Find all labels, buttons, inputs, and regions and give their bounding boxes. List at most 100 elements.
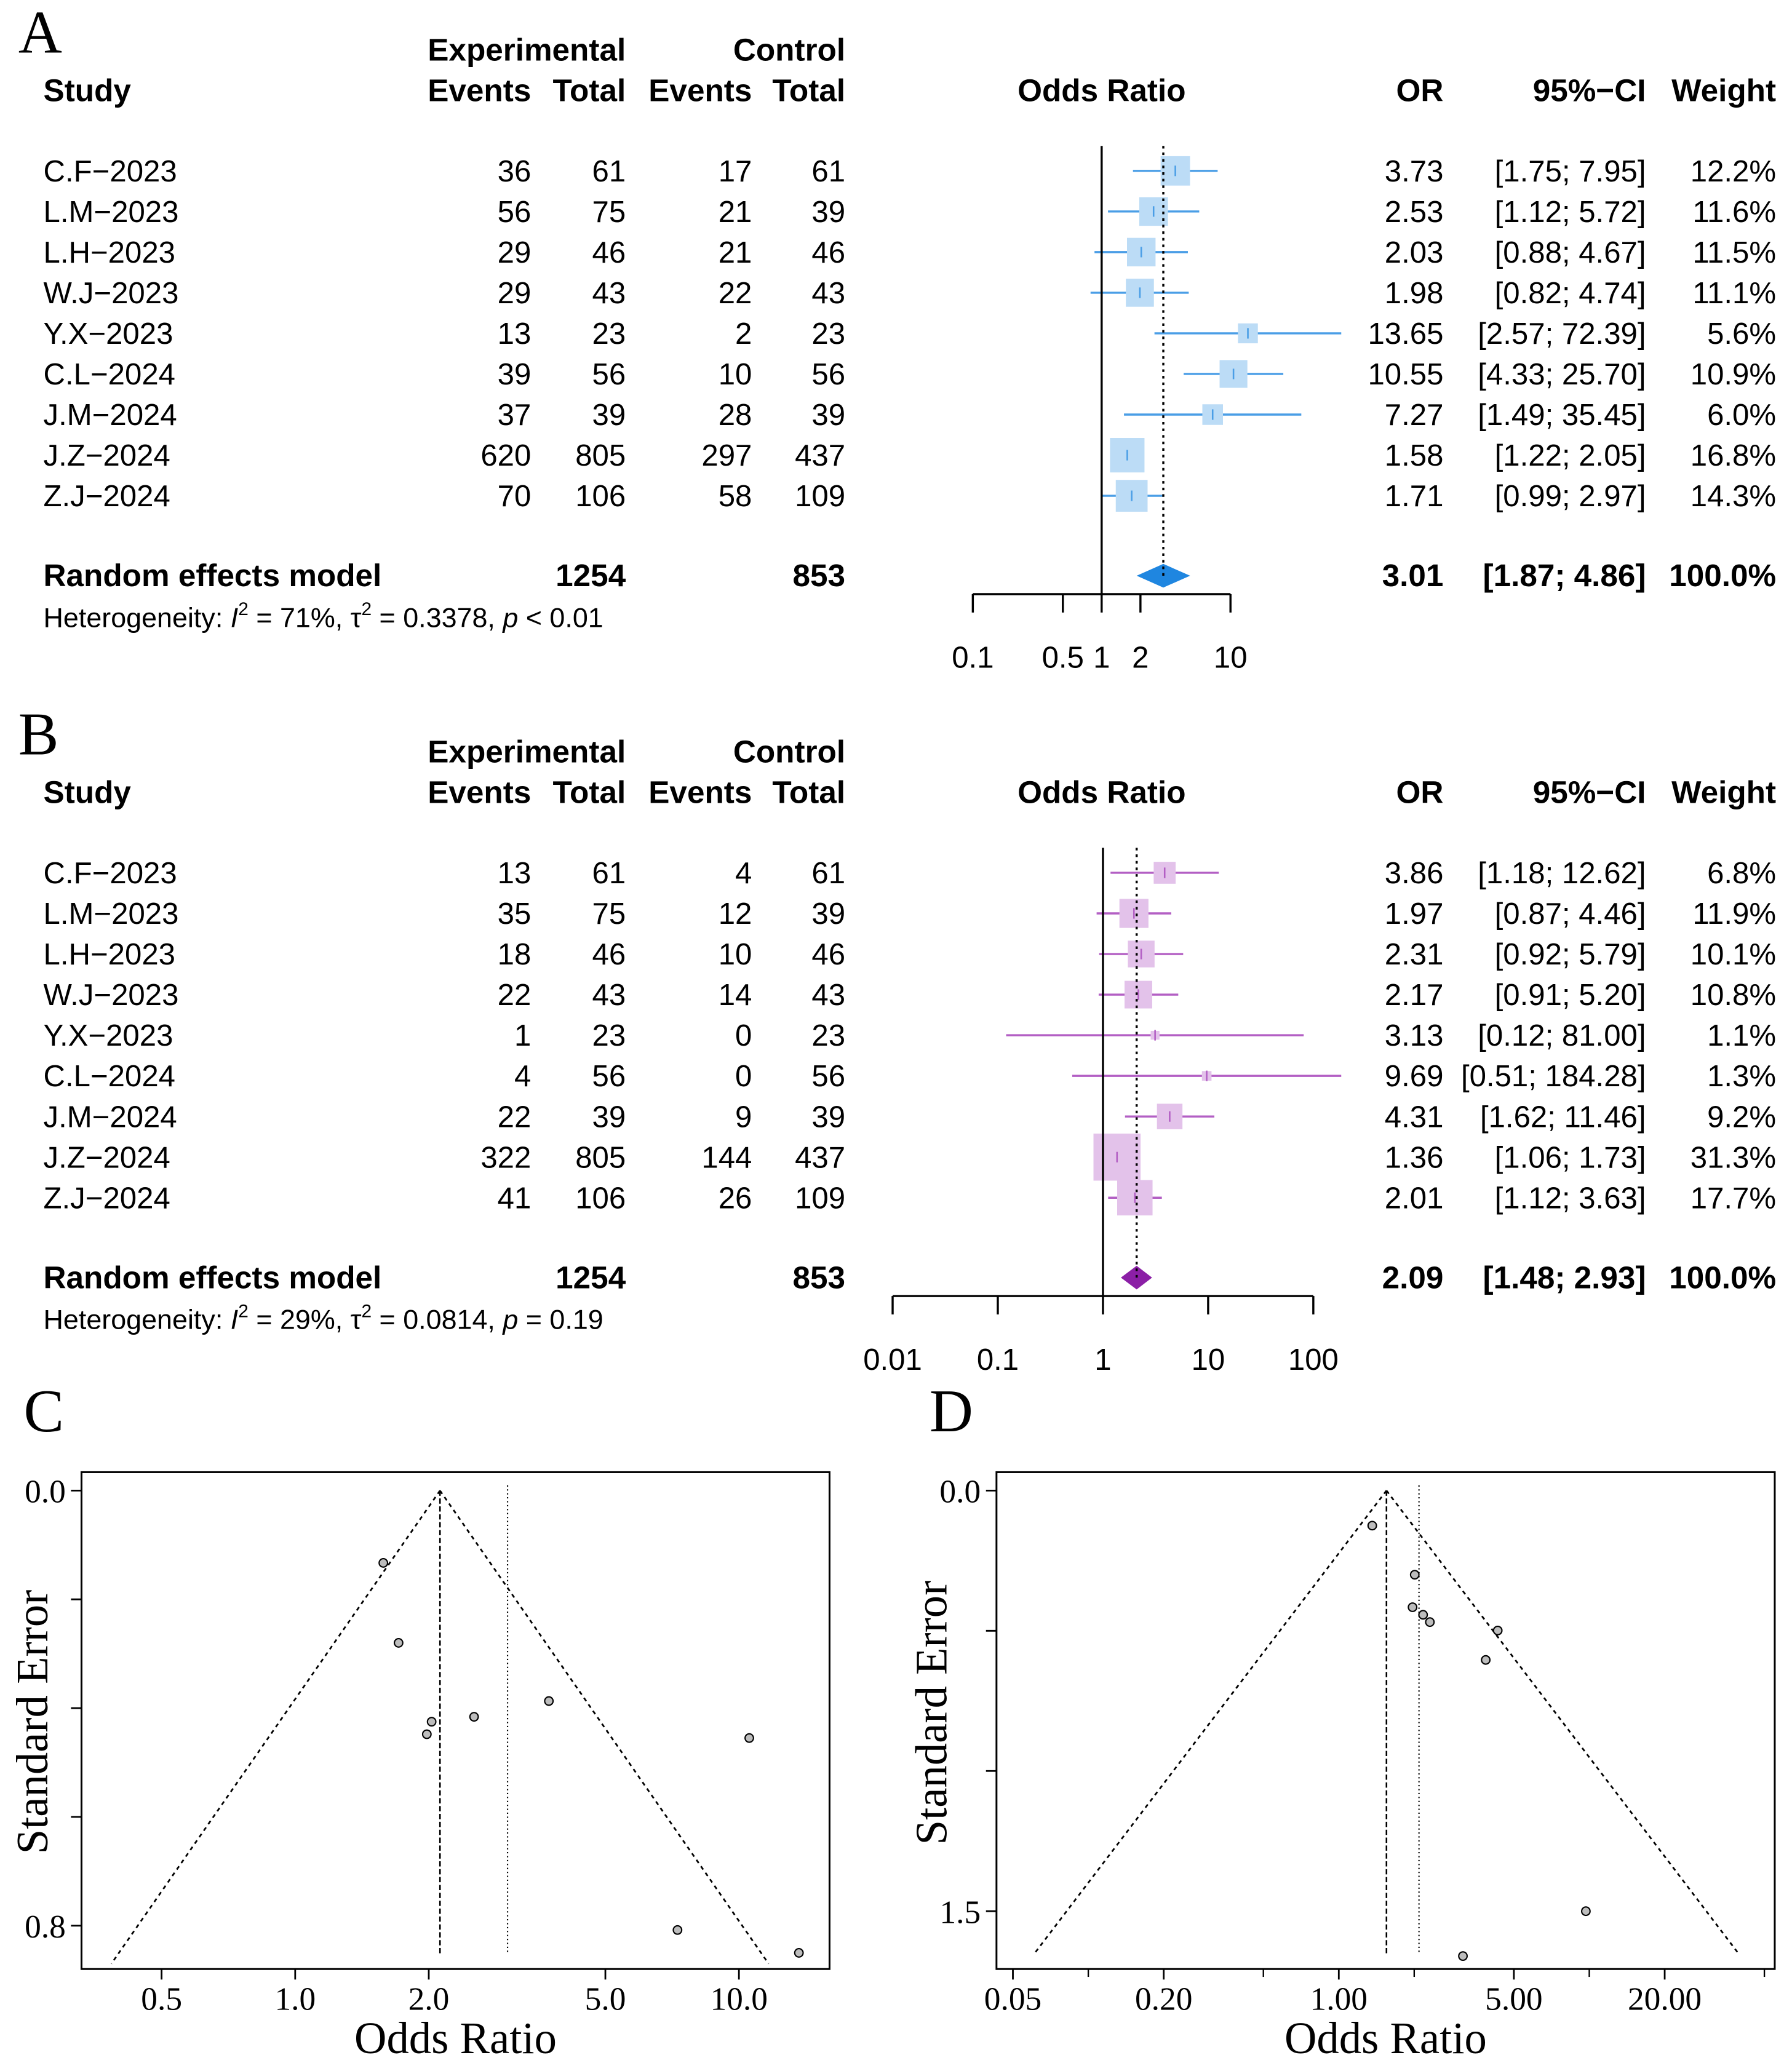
experimental-total: 56 <box>592 1060 626 1093</box>
study-ci: [1.06; 1.73] <box>1495 1141 1646 1174</box>
heterogeneity-p-val: < 0.01 <box>518 602 603 633</box>
header-odds-ratio: Odds Ratio <box>1017 73 1185 108</box>
study-ci: [0.99; 2.97] <box>1495 480 1646 513</box>
study-name: W.J−2023 <box>44 979 179 1012</box>
experimental-total: 46 <box>592 236 626 269</box>
study-name: W.J−2023 <box>44 277 179 310</box>
x-tick-label: 5.0 <box>585 1980 626 2017</box>
heterogeneity-tau-sup: 2 <box>361 599 372 619</box>
control-events: 12 <box>719 897 752 931</box>
y-tick-label: 0.0 <box>25 1473 66 1510</box>
plot-frame <box>80 1471 830 1970</box>
experimental-total: 805 <box>575 439 626 472</box>
experimental-events: 70 <box>498 480 532 513</box>
heterogeneity-text: Heterogeneity: I2 = 29%, τ2 = 0.0814, p … <box>44 1301 603 1335</box>
study-or: 1.97 <box>1385 897 1444 931</box>
header-total: Total <box>772 73 845 108</box>
control-total: 61 <box>811 155 845 188</box>
study-or: 3.86 <box>1385 857 1444 890</box>
header-ci: 95%−CI <box>1533 775 1646 810</box>
x-tick-label: 10 <box>1214 642 1248 675</box>
study-or: 2.03 <box>1385 236 1444 269</box>
control-events: 2 <box>735 317 752 351</box>
study-weight: 11.5% <box>1692 236 1776 269</box>
experimental-total: 106 <box>575 480 626 513</box>
heterogeneity-tau-sym: τ <box>351 602 362 633</box>
x-tick-label: 0.01 <box>863 1343 922 1377</box>
model-or: 3.01 <box>1382 558 1444 593</box>
x-tick-label: 20.00 <box>1628 1980 1702 2017</box>
control-events: 297 <box>701 439 752 472</box>
header-study: Study <box>44 775 132 810</box>
header-weight: Weight <box>1671 73 1776 108</box>
study-weight: 10.9% <box>1690 358 1776 391</box>
header-control: Control <box>733 32 845 67</box>
experimental-events: 36 <box>498 155 532 188</box>
header-ci: 95%−CI <box>1533 73 1646 108</box>
model-or: 2.09 <box>1382 1260 1444 1295</box>
experimental-events: 13 <box>498 857 532 890</box>
control-total: 39 <box>811 399 845 432</box>
x-tick-label: 10.0 <box>710 1980 767 2017</box>
x-tick-label: 2.0 <box>408 1980 450 2017</box>
study-or: 1.58 <box>1385 439 1444 472</box>
study-weight: 10.1% <box>1690 938 1776 971</box>
study-name: L.H−2023 <box>44 938 176 971</box>
study-weight: 10.8% <box>1690 979 1776 1012</box>
y-axis-label: Standard Error <box>7 1590 57 1854</box>
study-name: J.Z−2024 <box>44 439 170 472</box>
x-tick-label: 10 <box>1192 1343 1225 1377</box>
study-name: J.Z−2024 <box>44 1141 170 1174</box>
study-name: L.M−2023 <box>44 196 179 229</box>
study-weight: 5.6% <box>1707 317 1776 351</box>
study-point <box>426 1717 437 1727</box>
study-ci: [0.82; 4.74] <box>1495 277 1646 310</box>
study-or: 2.31 <box>1385 938 1444 971</box>
experimental-events: 29 <box>498 236 532 269</box>
study-ci: [1.12; 5.72] <box>1495 196 1646 229</box>
model-control-total: 853 <box>793 1260 846 1295</box>
control-total: 43 <box>811 277 845 310</box>
x-tick-label: 1 <box>1093 642 1110 675</box>
heterogeneity-label: Heterogeneity: <box>44 602 231 633</box>
experimental-total: 61 <box>592 857 626 890</box>
experimental-total: 43 <box>592 277 626 310</box>
study-point <box>1367 1520 1377 1531</box>
control-events: 21 <box>719 196 752 229</box>
experimental-events: 18 <box>498 938 532 971</box>
model-ci: [1.48; 2.93] <box>1483 1260 1646 1295</box>
experimental-total: 805 <box>575 1141 626 1174</box>
study-name: L.H−2023 <box>44 236 176 269</box>
panel-letter: B <box>18 701 59 768</box>
experimental-events: 35 <box>498 897 532 931</box>
funnel-left-line <box>1033 1490 1387 1954</box>
experimental-total: 75 <box>592 196 626 229</box>
header-control: Control <box>733 734 845 769</box>
heterogeneity-i2-sup: 2 <box>238 1301 249 1321</box>
study-weight: 11.1% <box>1692 277 1776 310</box>
forest-plot-a: A Experimental Control Study Events Total Even… <box>18 0 1776 675</box>
control-total: 437 <box>795 1141 845 1174</box>
experimental-events: 37 <box>498 399 532 432</box>
x-axis-label: Odds Ratio <box>354 2013 557 2061</box>
experimental-total: 56 <box>592 358 626 391</box>
study-weight: 9.2% <box>1707 1100 1776 1134</box>
experimental-events: 41 <box>498 1182 532 1215</box>
header-or: OR <box>1396 73 1444 108</box>
control-events: 10 <box>719 358 752 391</box>
control-total: 39 <box>811 1100 845 1134</box>
control-total: 43 <box>811 979 845 1012</box>
study-weight: 11.6% <box>1692 196 1776 229</box>
experimental-events: 13 <box>498 317 532 351</box>
model-experimental-total: 1254 <box>556 1260 626 1295</box>
x-tick-label: 1 <box>1094 1343 1111 1377</box>
y-axis-label: Standard Error <box>907 1581 957 1845</box>
experimental-events: 22 <box>498 979 532 1012</box>
study-point <box>1581 1906 1591 1917</box>
study-point <box>1481 1655 1491 1665</box>
panel-letter: A <box>18 0 62 66</box>
x-tick-label: 0.5 <box>141 1980 182 2017</box>
study-point <box>744 1733 754 1743</box>
heterogeneity-tau-val: = 0.0814, <box>372 1304 503 1335</box>
heterogeneity-i2-sup: 2 <box>238 599 249 619</box>
